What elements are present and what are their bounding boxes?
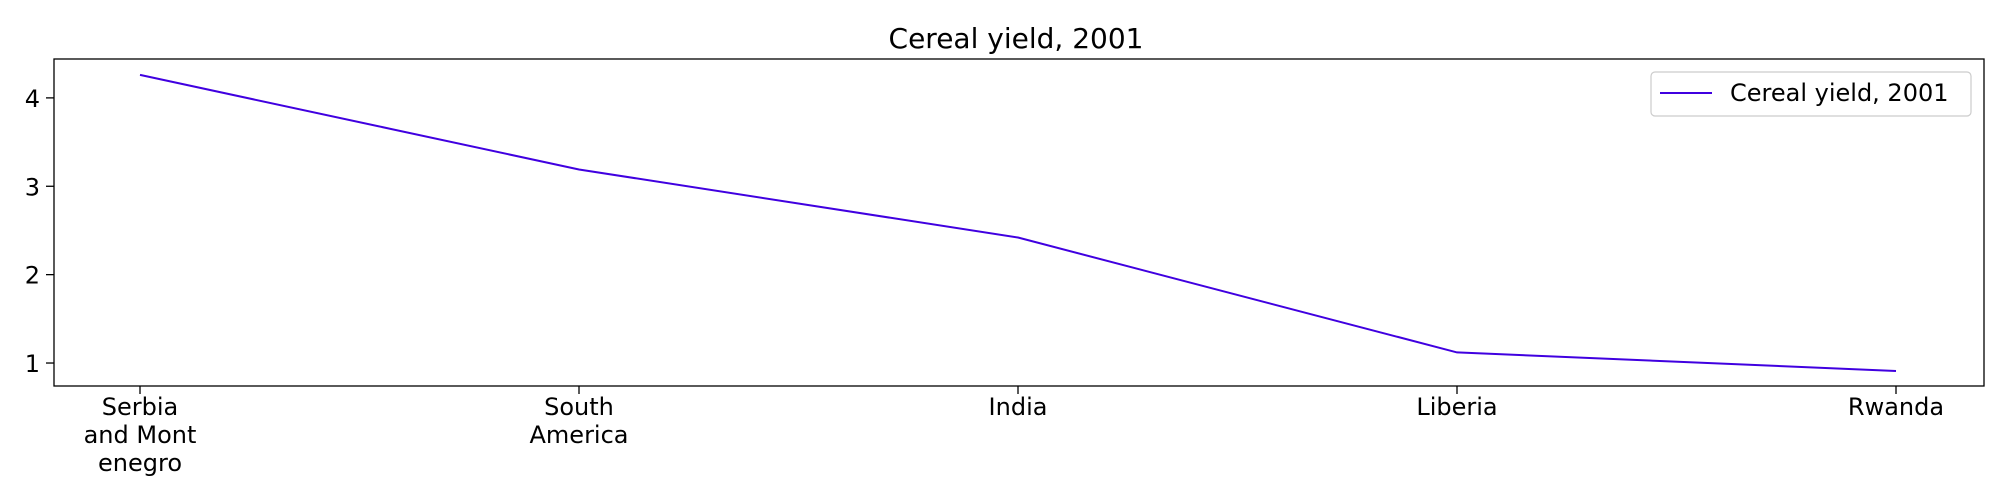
y-tick-label: 3 bbox=[25, 173, 40, 201]
x-tick-label: Liberia bbox=[1416, 393, 1497, 421]
x-axis: Serbia and Mont enegro South America India Lib… bbox=[84, 386, 1944, 477]
series-line bbox=[139, 73, 1897, 372]
y-tick-label: 1 bbox=[25, 350, 40, 378]
x-tick-label: Serbia and Mont enegro bbox=[84, 393, 197, 477]
y-tick-label: 2 bbox=[25, 262, 40, 290]
y-axis: 1 2 3 4 bbox=[25, 85, 54, 378]
plot-frame bbox=[53, 58, 1985, 387]
x-tick-label: India bbox=[989, 393, 1048, 421]
chart-title: Cereal yield, 2001 bbox=[889, 22, 1144, 55]
legend-label: Cereal yield, 2001 bbox=[1730, 79, 1949, 107]
x-tick-label: Rwanda bbox=[1848, 393, 1944, 421]
legend: Cereal yield, 2001 bbox=[1650, 71, 1972, 117]
legend-box bbox=[1650, 71, 1972, 117]
y-tick-label: 4 bbox=[25, 85, 40, 113]
x-tick-label: South America bbox=[530, 393, 629, 449]
series-layer bbox=[139, 73, 1897, 372]
